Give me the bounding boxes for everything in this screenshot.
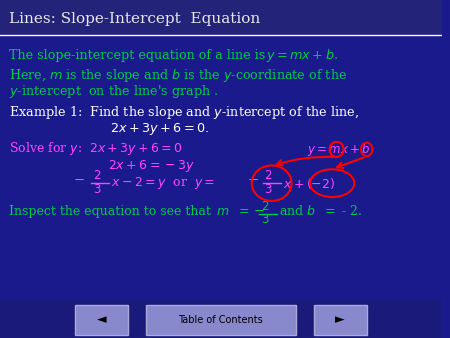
Text: Solve for $y$:  $2x + 3y + 6 = 0$: Solve for $y$: $2x + 3y + 6 = 0$ — [9, 140, 183, 156]
Text: $x + (-2)$: $x + (-2)$ — [283, 176, 335, 191]
Text: $3$: $3$ — [261, 213, 269, 226]
FancyBboxPatch shape — [0, 0, 442, 34]
FancyBboxPatch shape — [314, 305, 367, 335]
Text: $2$: $2$ — [264, 169, 273, 182]
Text: ►: ► — [335, 314, 345, 327]
Text: The slope-intercept equation of a line is: The slope-intercept equation of a line i… — [9, 49, 269, 62]
FancyBboxPatch shape — [75, 305, 128, 335]
Text: $2x + 3y + 6 = 0.$: $2x + 3y + 6 = 0.$ — [110, 121, 210, 137]
FancyBboxPatch shape — [0, 299, 442, 338]
Text: $y$-intercept  on the line's graph .: $y$-intercept on the line's graph . — [9, 83, 218, 100]
Text: $-$: $-$ — [248, 173, 259, 186]
Text: Here, $m$ is the slope and $b$ is the $y$-coordinate of the: Here, $m$ is the slope and $b$ is the $y… — [9, 67, 347, 83]
Text: $2$: $2$ — [93, 169, 101, 182]
Text: $x - 2 = y$  or  $y =$: $x - 2 = y$ or $y =$ — [111, 175, 216, 191]
Text: $2x + 6 = -3y$: $2x + 6 = -3y$ — [108, 158, 195, 174]
Text: Table of Contents: Table of Contents — [179, 315, 263, 325]
Text: Lines: Slope-Intercept  Equation: Lines: Slope-Intercept Equation — [9, 11, 260, 26]
Text: Example 1:  Find the slope and $y$-intercept of the line,: Example 1: Find the slope and $y$-interc… — [9, 104, 359, 121]
FancyBboxPatch shape — [146, 305, 296, 335]
Text: $3$: $3$ — [264, 183, 273, 196]
Text: and $b$  $= $ - 2.: and $b$ $= $ - 2. — [279, 204, 363, 218]
Text: Inspect the equation to see that: Inspect the equation to see that — [9, 205, 215, 218]
Text: $m$  $= -$: $m$ $= -$ — [216, 205, 266, 218]
Text: $3$: $3$ — [93, 183, 101, 196]
Text: $y = mx + b$: $y = mx + b$ — [307, 141, 370, 158]
Text: $-$: $-$ — [73, 173, 85, 186]
Text: $y = mx + b$.: $y = mx + b$. — [266, 47, 338, 64]
Text: ◄: ◄ — [97, 314, 106, 327]
Text: $2$: $2$ — [261, 200, 269, 213]
